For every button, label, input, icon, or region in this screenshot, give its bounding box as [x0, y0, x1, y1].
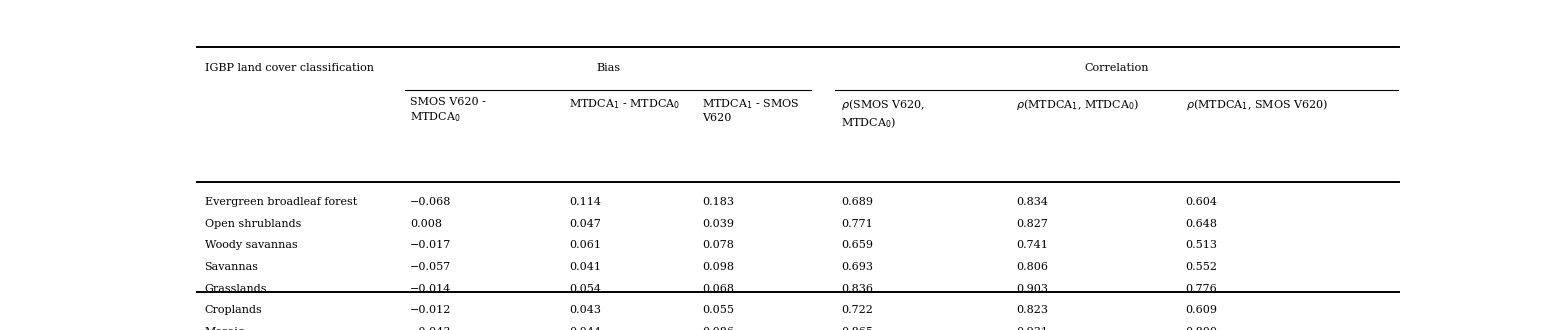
Text: Woody savannas: Woody savannas: [204, 240, 298, 250]
Text: Correlation: Correlation: [1085, 63, 1149, 73]
Text: 0.041: 0.041: [569, 262, 602, 272]
Text: 0.771: 0.771: [842, 219, 873, 229]
Text: 0.823: 0.823: [1016, 305, 1049, 315]
Text: 0.043: 0.043: [569, 305, 602, 315]
Text: 0.722: 0.722: [842, 305, 873, 315]
Text: 0.054: 0.054: [569, 283, 602, 294]
Text: Croplands: Croplands: [204, 305, 262, 315]
Text: Grasslands: Grasslands: [204, 283, 267, 294]
Text: 0.552: 0.552: [1185, 262, 1218, 272]
Text: −0.012: −0.012: [410, 305, 451, 315]
Text: 0.047: 0.047: [569, 219, 602, 229]
Text: −0.068: −0.068: [410, 197, 451, 207]
Text: 0.098: 0.098: [702, 262, 734, 272]
Text: 0.689: 0.689: [842, 197, 873, 207]
Text: MTDCA$_1$ - SMOS
V620: MTDCA$_1$ - SMOS V620: [702, 97, 800, 123]
Text: 0.183: 0.183: [702, 197, 734, 207]
Text: 0.931: 0.931: [1016, 327, 1049, 330]
Text: 0.039: 0.039: [702, 219, 734, 229]
Text: 0.609: 0.609: [1185, 305, 1218, 315]
Text: 0.800: 0.800: [1185, 327, 1218, 330]
Text: 0.086: 0.086: [702, 327, 734, 330]
Text: $\rho$(MTDCA$_1$, MTDCA$_0$): $\rho$(MTDCA$_1$, MTDCA$_0$): [1016, 97, 1140, 112]
Text: 0.776: 0.776: [1185, 283, 1218, 294]
Text: 0.659: 0.659: [842, 240, 873, 250]
Text: IGBP land cover classification: IGBP land cover classification: [204, 63, 374, 73]
Text: 0.806: 0.806: [1016, 262, 1049, 272]
Text: 0.068: 0.068: [702, 283, 734, 294]
Text: −0.043: −0.043: [410, 327, 451, 330]
Text: $\rho$(MTDCA$_1$, SMOS V620): $\rho$(MTDCA$_1$, SMOS V620): [1185, 97, 1328, 112]
Text: −0.017: −0.017: [410, 240, 451, 250]
Text: 0.061: 0.061: [569, 240, 602, 250]
Text: Mosaic: Mosaic: [204, 327, 245, 330]
Text: −0.057: −0.057: [410, 262, 451, 272]
Text: 0.827: 0.827: [1016, 219, 1048, 229]
Text: 0.834: 0.834: [1016, 197, 1049, 207]
Text: 0.903: 0.903: [1016, 283, 1049, 294]
Text: Savannas: Savannas: [204, 262, 259, 272]
Text: SMOS V620 -
MTDCA$_0$: SMOS V620 - MTDCA$_0$: [410, 97, 486, 124]
Text: 0.078: 0.078: [702, 240, 734, 250]
Text: 0.741: 0.741: [1016, 240, 1048, 250]
Text: 0.114: 0.114: [569, 197, 602, 207]
Text: 0.513: 0.513: [1185, 240, 1218, 250]
Text: 0.044: 0.044: [569, 327, 602, 330]
Text: 0.865: 0.865: [842, 327, 873, 330]
Text: Evergreen broadleaf forest: Evergreen broadleaf forest: [204, 197, 357, 207]
Text: 0.008: 0.008: [410, 219, 441, 229]
Text: 0.604: 0.604: [1185, 197, 1218, 207]
Text: 0.055: 0.055: [702, 305, 734, 315]
Text: 0.836: 0.836: [842, 283, 873, 294]
Text: 0.693: 0.693: [842, 262, 873, 272]
Text: $\rho$(SMOS V620,
MTDCA$_0$): $\rho$(SMOS V620, MTDCA$_0$): [842, 97, 926, 130]
Text: Bias: Bias: [596, 63, 620, 73]
Text: 0.648: 0.648: [1185, 219, 1218, 229]
Text: −0.014: −0.014: [410, 283, 451, 294]
Text: MTDCA$_1$ - MTDCA$_0$: MTDCA$_1$ - MTDCA$_0$: [569, 97, 681, 111]
Text: Open shrublands: Open shrublands: [204, 219, 301, 229]
